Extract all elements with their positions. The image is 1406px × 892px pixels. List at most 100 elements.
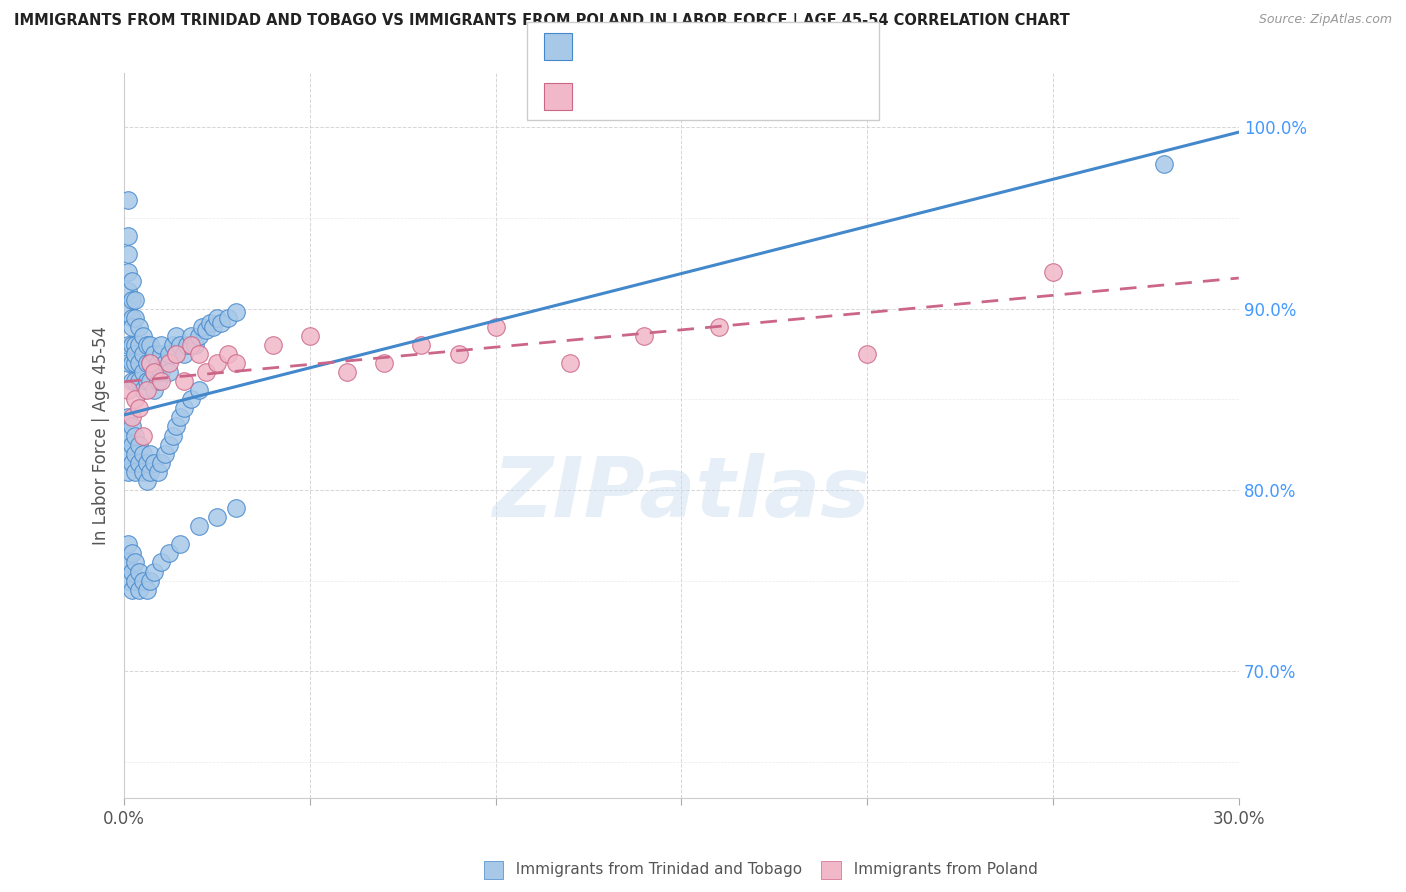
Point xyxy=(142,347,165,361)
Point xyxy=(128,374,150,388)
Point xyxy=(139,356,162,370)
Point xyxy=(128,456,150,470)
Point xyxy=(124,428,146,442)
Point xyxy=(146,374,169,388)
Point xyxy=(132,465,155,479)
Point xyxy=(121,319,143,334)
Point xyxy=(165,347,187,361)
Point xyxy=(217,310,239,325)
Text: Immigrants from Trinidad and Tobago: Immigrants from Trinidad and Tobago xyxy=(506,863,803,877)
Point xyxy=(121,293,143,307)
Point xyxy=(124,392,146,407)
Point xyxy=(128,437,150,451)
Point xyxy=(191,319,214,334)
Point xyxy=(117,356,139,370)
Point xyxy=(117,301,139,316)
Point xyxy=(225,356,247,370)
Point xyxy=(162,428,184,442)
Point xyxy=(139,374,162,388)
Point xyxy=(225,501,247,516)
Point xyxy=(132,428,155,442)
Point xyxy=(121,419,143,434)
Point xyxy=(176,338,198,352)
Point xyxy=(139,356,162,370)
Point xyxy=(132,574,155,588)
Point xyxy=(205,510,228,524)
Point xyxy=(142,565,165,579)
Point xyxy=(157,365,180,379)
Point xyxy=(128,319,150,334)
Point xyxy=(121,546,143,560)
Point xyxy=(117,383,139,397)
Point xyxy=(153,447,176,461)
Point xyxy=(856,347,879,361)
Point xyxy=(135,356,157,370)
Text: Immigrants from Poland: Immigrants from Poland xyxy=(844,863,1038,877)
Point xyxy=(180,338,202,352)
Point xyxy=(1042,265,1064,279)
Point xyxy=(157,356,180,370)
Point xyxy=(135,374,157,388)
Point xyxy=(558,356,581,370)
Point xyxy=(121,338,143,352)
Text: Source: ZipAtlas.com: Source: ZipAtlas.com xyxy=(1258,13,1392,27)
Point xyxy=(117,410,139,425)
Point xyxy=(150,338,173,352)
Point xyxy=(187,519,209,533)
Point xyxy=(117,574,139,588)
Point xyxy=(411,338,433,352)
Point xyxy=(124,310,146,325)
Point xyxy=(209,316,232,330)
Point xyxy=(128,401,150,416)
Point xyxy=(162,338,184,352)
Point xyxy=(157,437,180,451)
Point xyxy=(132,365,155,379)
Point xyxy=(135,338,157,352)
Point xyxy=(135,383,157,397)
Point xyxy=(121,374,143,388)
Point xyxy=(135,456,157,470)
Point xyxy=(187,329,209,343)
Point xyxy=(121,310,143,325)
Point xyxy=(146,356,169,370)
Point xyxy=(117,465,139,479)
Point xyxy=(198,316,221,330)
Point xyxy=(180,392,202,407)
Point xyxy=(128,338,150,352)
Point xyxy=(117,247,139,261)
Point xyxy=(128,356,150,370)
Point xyxy=(139,447,162,461)
Point xyxy=(194,365,217,379)
Point xyxy=(139,338,162,352)
Point xyxy=(150,456,173,470)
Point xyxy=(169,537,191,551)
Point xyxy=(117,428,139,442)
Point xyxy=(142,383,165,397)
Point xyxy=(135,582,157,597)
Point xyxy=(707,319,730,334)
Point xyxy=(121,437,143,451)
Point xyxy=(121,356,143,370)
Point xyxy=(142,365,165,379)
Point xyxy=(150,556,173,570)
Point xyxy=(485,319,508,334)
Point xyxy=(187,347,209,361)
Point xyxy=(132,347,155,361)
Point xyxy=(121,565,143,579)
Point xyxy=(135,474,157,488)
Point xyxy=(150,365,173,379)
Text: R = 0.442   N = 30: R = 0.442 N = 30 xyxy=(579,87,763,104)
Point xyxy=(146,465,169,479)
Point xyxy=(262,338,284,352)
Point xyxy=(124,447,146,461)
Point xyxy=(157,546,180,560)
Point xyxy=(165,419,187,434)
Point xyxy=(121,275,143,289)
Point xyxy=(157,347,180,361)
Point xyxy=(117,193,139,207)
Point xyxy=(225,305,247,319)
Text: IMMIGRANTS FROM TRINIDAD AND TOBAGO VS IMMIGRANTS FROM POLAND IN LABOR FORCE | A: IMMIGRANTS FROM TRINIDAD AND TOBAGO VS I… xyxy=(14,13,1070,29)
Point xyxy=(128,565,150,579)
Point xyxy=(194,323,217,337)
Point xyxy=(150,347,173,361)
